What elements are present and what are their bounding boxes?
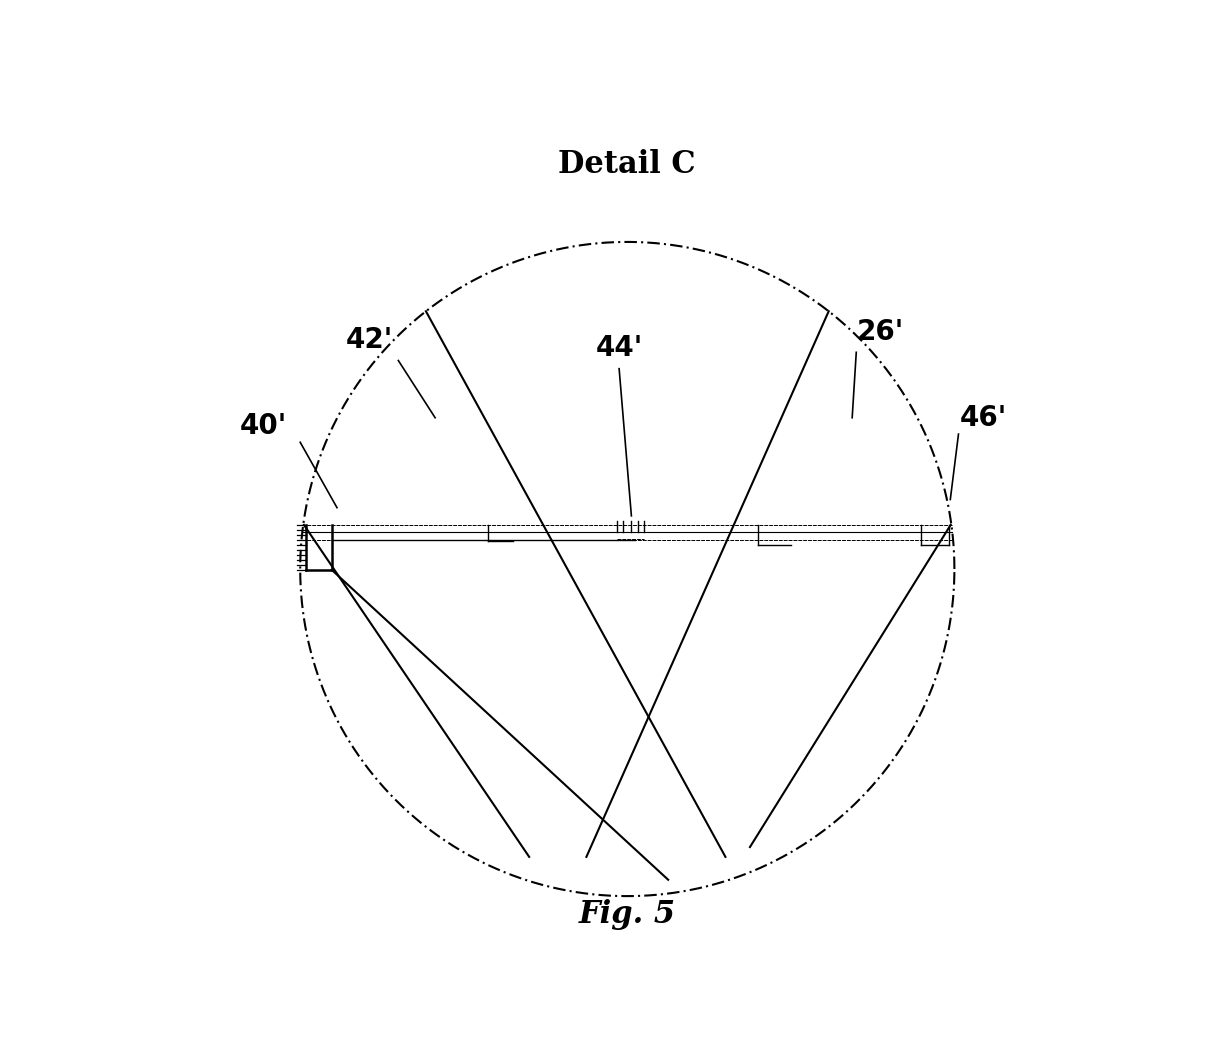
Text: 26': 26' [857, 318, 905, 346]
Text: 44': 44' [596, 335, 643, 362]
Text: 42': 42' [346, 326, 393, 354]
Text: Detail C: Detail C [558, 149, 696, 179]
Text: Fig. 5: Fig. 5 [579, 898, 676, 929]
Text: 46': 46' [960, 404, 1006, 432]
Text: 40': 40' [240, 412, 288, 440]
